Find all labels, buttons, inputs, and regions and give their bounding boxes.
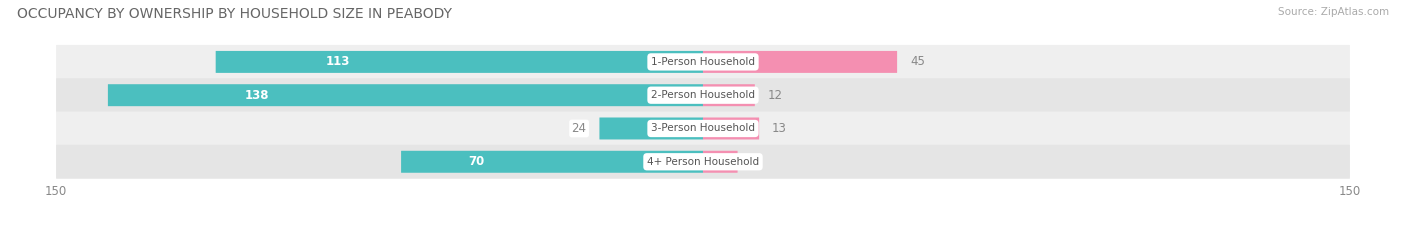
- FancyBboxPatch shape: [401, 151, 703, 173]
- Text: 4+ Person Household: 4+ Person Household: [647, 157, 759, 167]
- FancyBboxPatch shape: [703, 151, 738, 173]
- Text: Source: ZipAtlas.com: Source: ZipAtlas.com: [1278, 7, 1389, 17]
- Text: 13: 13: [772, 122, 787, 135]
- FancyBboxPatch shape: [703, 117, 759, 140]
- FancyBboxPatch shape: [56, 112, 1350, 145]
- Text: 70: 70: [468, 155, 485, 168]
- Text: 45: 45: [910, 55, 925, 69]
- FancyBboxPatch shape: [56, 78, 1350, 112]
- Text: 12: 12: [768, 89, 783, 102]
- FancyBboxPatch shape: [215, 51, 703, 73]
- FancyBboxPatch shape: [703, 84, 755, 106]
- Text: 113: 113: [325, 55, 350, 69]
- FancyBboxPatch shape: [56, 45, 1350, 79]
- Text: 24: 24: [572, 122, 586, 135]
- FancyBboxPatch shape: [108, 84, 703, 106]
- Text: 1-Person Household: 1-Person Household: [651, 57, 755, 67]
- FancyBboxPatch shape: [599, 117, 703, 140]
- FancyBboxPatch shape: [56, 145, 1350, 179]
- FancyBboxPatch shape: [703, 51, 897, 73]
- Text: 138: 138: [245, 89, 269, 102]
- Text: OCCUPANCY BY OWNERSHIP BY HOUSEHOLD SIZE IN PEABODY: OCCUPANCY BY OWNERSHIP BY HOUSEHOLD SIZE…: [17, 7, 451, 21]
- Text: 2-Person Household: 2-Person Household: [651, 90, 755, 100]
- Text: 3-Person Household: 3-Person Household: [651, 123, 755, 134]
- Text: 8: 8: [751, 155, 758, 168]
